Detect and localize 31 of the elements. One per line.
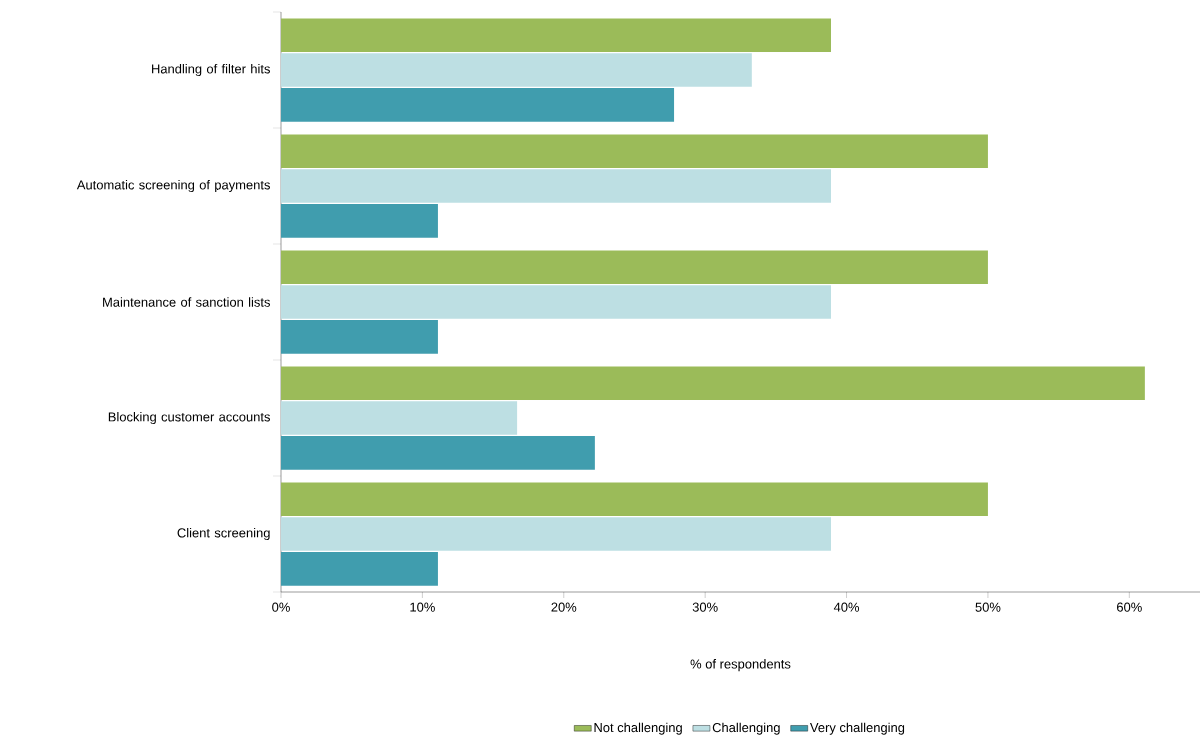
y-tick-label: Handling of filter hits (152, 63, 270, 77)
legend-label: Not challenging (594, 722, 682, 735)
bar (281, 482, 988, 517)
x-axis-title: % of respondents (690, 659, 791, 672)
bar (281, 435, 595, 470)
bar (281, 401, 518, 435)
x-tick-label: 0% (272, 602, 290, 612)
bar (281, 366, 1145, 401)
x-tick-label: 20% (551, 602, 577, 612)
bar (281, 319, 438, 354)
bar (281, 87, 675, 122)
y-tick-label: Automatic screening of payments (76, 179, 270, 193)
bar (281, 551, 438, 586)
bar (281, 18, 831, 53)
x-tick-label: 30% (692, 602, 718, 612)
legend-label: Challenging (712, 722, 780, 735)
y-tick-label: Maintenance of sanction lists (103, 297, 270, 307)
bar (281, 134, 988, 169)
legend-label: Very challenging (809, 722, 905, 735)
x-tick-label: 50% (975, 602, 1001, 612)
y-tick-label: Blocking customer accounts (108, 411, 270, 425)
bar (281, 285, 831, 319)
bar (281, 250, 988, 285)
x-tick-label: 60% (1117, 602, 1142, 612)
bar (281, 203, 438, 238)
bar (281, 169, 831, 203)
bar (281, 53, 752, 87)
x-tick-label: 40% (833, 602, 860, 612)
bar (281, 517, 831, 551)
y-tick-label: Client screening (177, 527, 270, 541)
x-tick-label: 10% (410, 602, 435, 612)
